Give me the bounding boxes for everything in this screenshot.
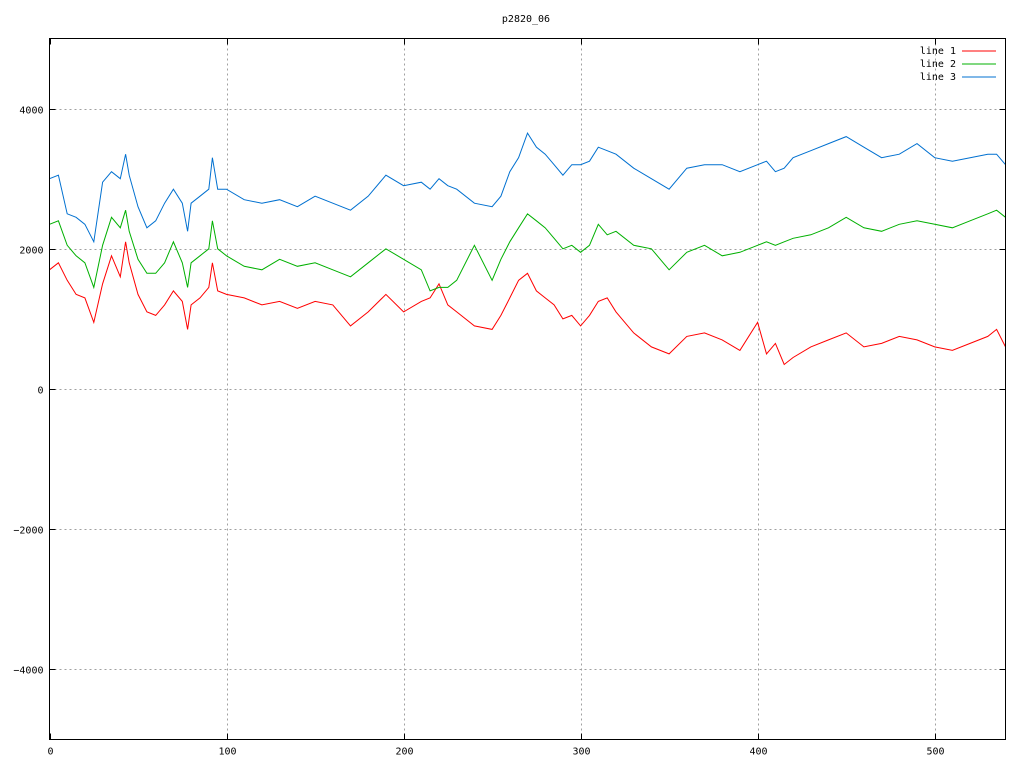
legend: line 1 line 2 line 3: [920, 46, 996, 83]
x-tick-label: 300: [572, 747, 590, 758]
grid: [49, 38, 1006, 740]
axes: 0 100 200 300 400 500 −4000 −2000 0 2000 4000: [13, 38, 1006, 758]
x-tick-label: 0: [47, 747, 53, 758]
legend-label: line 1: [920, 46, 956, 57]
y-tick-label: 0: [37, 386, 43, 397]
y-tick-label: −2000: [13, 526, 43, 537]
x-tick-label: 400: [749, 747, 767, 758]
series-line-2: [49, 209, 1006, 292]
y-tick-label: 4000: [19, 106, 43, 117]
legend-label: line 3: [920, 72, 956, 83]
legend-label: line 2: [920, 59, 956, 70]
x-tick-label: 100: [218, 747, 236, 758]
series-line-3: [49, 131, 1006, 244]
y-tick-label: 2000: [19, 246, 43, 257]
x-tick-label: 500: [926, 747, 944, 758]
series-layer: [49, 131, 1006, 366]
plot-frame: [49, 38, 1006, 740]
series-line-1: [49, 241, 1006, 366]
x-tick-label: 200: [395, 747, 413, 758]
y-tick-label: −4000: [13, 666, 43, 677]
chart-title: p2820_06: [502, 14, 550, 25]
